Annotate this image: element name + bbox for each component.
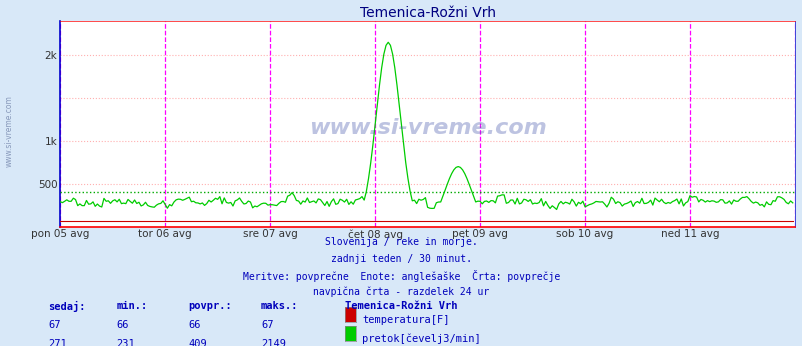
Text: 231: 231 [116, 339, 135, 346]
Text: 67: 67 [261, 320, 273, 330]
Text: 66: 66 [116, 320, 129, 330]
Text: Slovenija / reke in morje.: Slovenija / reke in morje. [325, 237, 477, 247]
Title: Temenica-Rožni Vrh: Temenica-Rožni Vrh [359, 6, 495, 20]
Text: pretok[čevelj3/min]: pretok[čevelj3/min] [362, 334, 480, 344]
Text: www.si-vreme.com: www.si-vreme.com [5, 95, 14, 167]
Text: 409: 409 [188, 339, 207, 346]
Text: 271: 271 [48, 339, 67, 346]
Text: temperatura[F]: temperatura[F] [362, 315, 449, 325]
Text: www.si-vreme.com: www.si-vreme.com [308, 118, 546, 138]
Text: navpična črta - razdelek 24 ur: navpična črta - razdelek 24 ur [313, 287, 489, 297]
Text: maks.:: maks.: [261, 301, 298, 311]
Text: 66: 66 [188, 320, 201, 330]
Text: 67: 67 [48, 320, 61, 330]
Text: 2149: 2149 [261, 339, 286, 346]
Text: sedaj:: sedaj: [48, 301, 86, 312]
Text: povpr.:: povpr.: [188, 301, 232, 311]
Text: Meritve: povprečne  Enote: anglešaške  Črta: povprečje: Meritve: povprečne Enote: anglešaške Črt… [242, 270, 560, 282]
Text: min.:: min.: [116, 301, 148, 311]
Text: zadnji teden / 30 minut.: zadnji teden / 30 minut. [330, 254, 472, 264]
Text: Temenica-Rožni Vrh: Temenica-Rožni Vrh [345, 301, 457, 311]
